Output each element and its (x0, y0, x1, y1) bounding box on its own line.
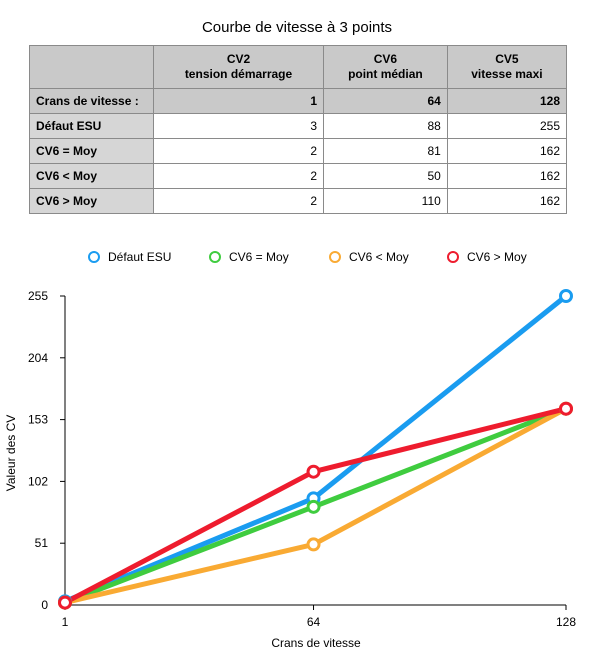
table-cell: 2 (153, 188, 324, 214)
table-cell: 2 (153, 163, 324, 189)
table-cell: 88 (323, 113, 448, 139)
chart-legend: Défaut ESU CV6 = Moy CV6 < Moy CV6 > Moy (0, 250, 594, 266)
data-point (58, 595, 72, 610)
table-header-cv2: CV2 tension démarrage (153, 45, 324, 89)
table-cell: 162 (446, 163, 568, 189)
table-cell: 162 (446, 138, 568, 164)
table-cell: 50 (323, 163, 448, 189)
data-point (559, 289, 573, 303)
table-row: Défaut ESU 3 88 255 (29, 113, 568, 139)
legend-marker-icon (88, 251, 100, 263)
table-header-cv6: CV6 point médian (323, 45, 448, 89)
x-axis-title: Crans de vitesse (271, 636, 361, 650)
legend-marker-icon (329, 251, 341, 263)
legend-item: Défaut ESU (88, 250, 171, 264)
x-tick-label: 1 (62, 615, 69, 629)
row-label: CV6 = Moy (29, 138, 154, 164)
series-layer (58, 289, 573, 610)
cv-table: CV2 tension démarrage CV6 point médian CV5… (29, 45, 568, 214)
legend-label: CV6 < Moy (349, 250, 409, 264)
y-tick-label: 255 (28, 289, 48, 303)
data-point (559, 401, 573, 416)
table-header-row: CV2 tension démarrage CV6 point médian CV5… (29, 45, 568, 89)
y-tick-label: 204 (28, 351, 48, 365)
legend-label: Défaut ESU (108, 250, 172, 264)
data-point (306, 464, 321, 479)
y-tick-label: 0 (41, 598, 48, 612)
chart-title: Courbe de vitesse à 3 points (201, 19, 393, 36)
x-tick-label: 128 (556, 615, 576, 629)
table-cell: 255 (446, 113, 568, 139)
data-point (306, 537, 321, 552)
y-tick-label: 153 (28, 413, 48, 427)
row-label: CV6 > Moy (29, 188, 154, 214)
data-point (306, 499, 321, 514)
table-cell: 81 (323, 138, 448, 164)
legend-marker-icon (209, 251, 221, 263)
legend-item: CV6 = Moy (209, 250, 289, 264)
chart-axes: 0 51 102 153 204 255 1 64 128 (28, 289, 576, 629)
legend-label: CV6 = Moy (229, 250, 289, 264)
table-cell: 1 (153, 88, 324, 114)
y-axis-title: Valeur des CV (4, 415, 18, 491)
table-cell: 128 (446, 88, 568, 114)
y-tick-label: 51 (35, 536, 49, 550)
table-cell: 162 (446, 188, 568, 214)
row-label: Défaut ESU (29, 113, 154, 139)
table-cell: 110 (323, 188, 448, 214)
table-cell: 64 (323, 88, 448, 114)
table-row: CV6 > Moy 2 110 162 (29, 188, 568, 214)
table-header-cv5: CV5 vitesse maxi (446, 45, 568, 89)
legend-marker-icon (447, 251, 459, 263)
x-tick-label: 64 (307, 615, 321, 629)
legend-label: CV6 > Moy (467, 250, 527, 264)
y-tick-label: 102 (28, 474, 48, 488)
legend-item: CV6 < Moy (329, 250, 409, 264)
table-row: CV6 < Moy 2 50 162 (29, 163, 568, 189)
legend-item: CV6 > Moy (447, 250, 527, 264)
table-cell: 3 (153, 113, 324, 139)
